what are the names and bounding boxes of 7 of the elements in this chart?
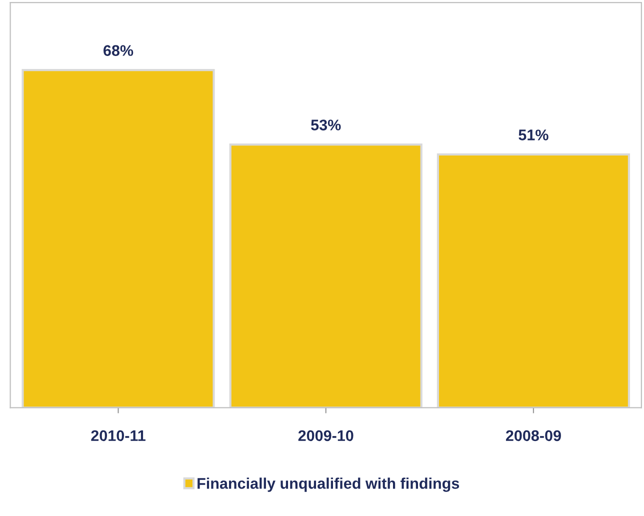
data-label: 53%	[311, 120, 341, 130]
x-tick-label: 2008-09	[506, 430, 561, 442]
x-tick-label: 2010-11	[91, 430, 146, 442]
data-label: 68%	[104, 45, 134, 56]
x-tick-label: 2009-10	[298, 430, 354, 442]
legend-label: Financially unqualified with findings	[198, 478, 460, 492]
data-label: 51%	[518, 130, 548, 140]
